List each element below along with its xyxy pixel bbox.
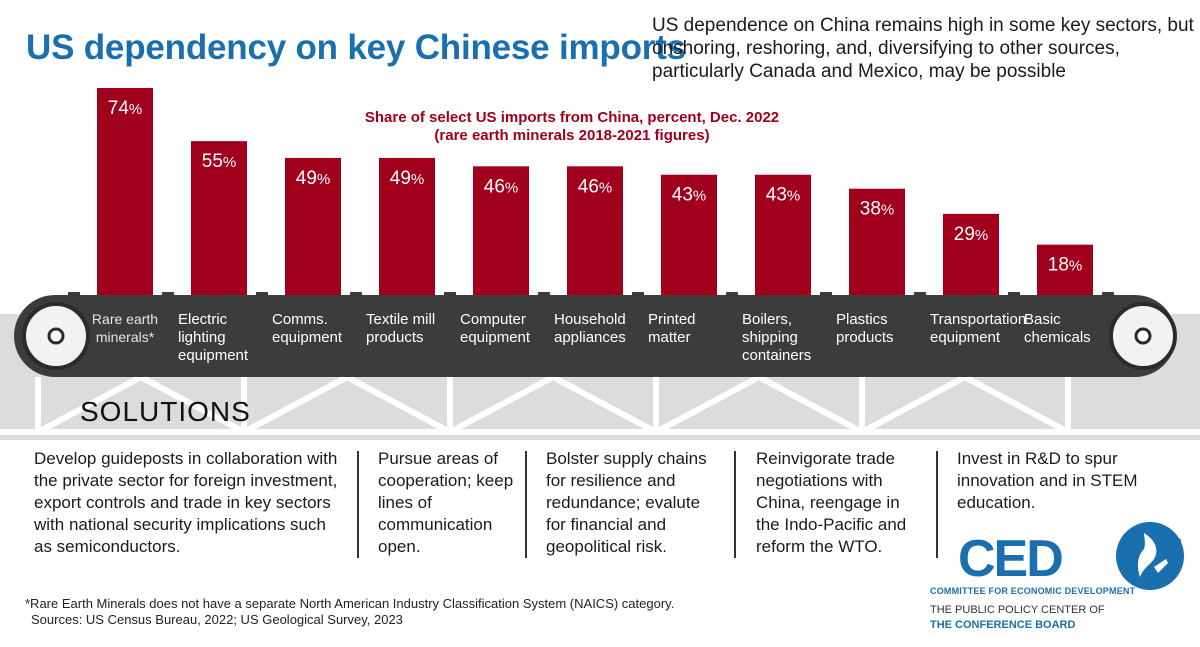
category-label: Rare earth minerals*: [92, 311, 158, 345]
footnote-line-2: Sources: US Census Bureau, 2022; US Geol…: [31, 612, 403, 627]
bar: [285, 157, 341, 295]
category-label: Comms. equipment: [272, 311, 343, 346]
category-labels: Rare earth minerals* Electric lighting equip…: [92, 311, 1091, 364]
truss-brace: [242, 374, 349, 435]
bar-value-label: 18%: [1048, 255, 1082, 276]
bar-value-label: 46%: [484, 176, 518, 197]
chart-subtitle: (rare earth minerals 2018-2021 figures): [434, 127, 709, 144]
bar-value-label: 46%: [578, 176, 612, 197]
solution-5: Invest in R&D to spur innovation and in …: [957, 449, 1138, 512]
category-label: Plastics products: [836, 311, 894, 346]
ced-logo-text: CED: [958, 530, 1064, 588]
bar: [191, 141, 247, 295]
bar-value-label: 49%: [390, 168, 424, 189]
truss-brace: [963, 374, 1070, 435]
torch-icon: [1116, 522, 1184, 590]
bar-value-label: 49%: [296, 168, 330, 189]
bar-value-label: 74%: [108, 98, 142, 119]
chart-title: Share of select US imports from China, p…: [365, 109, 779, 126]
category-label: Computer equipment: [460, 311, 531, 346]
category-label: Household appliances: [554, 311, 626, 346]
footnote-line-1: *Rare Earth Minerals does not have a sep…: [25, 596, 675, 611]
truss-brace: [36, 374, 143, 435]
truss-brace: [654, 374, 761, 435]
bar-chart: Share of select US imports from China, p…: [92, 88, 1093, 364]
left-wheel: [22, 302, 90, 370]
bar-value-label: 38%: [860, 199, 894, 220]
bar-value-label: 55%: [202, 151, 236, 172]
ced-subtitle: COMMITTEE FOR ECONOMIC DEVELOPMENT: [930, 586, 1136, 596]
right-wheel: [1109, 302, 1177, 370]
category-label: Textile mill products: [366, 311, 435, 346]
truss-brace: [448, 374, 555, 435]
bars: 74% 55% 49% 49% 46% 46% 43% 43% 38% 29% 18%: [97, 88, 1093, 295]
bar: [943, 213, 999, 295]
category-label: Transportation equipment: [930, 311, 1026, 346]
category-label: Electric lighting equipment: [178, 311, 249, 364]
page-subtitle: US dependence on China remains high in s…: [652, 15, 1194, 82]
solution-3: Bolster supply chains for resilience and…: [546, 449, 707, 556]
bar: [755, 174, 811, 295]
truss-brace: [860, 374, 967, 435]
truss-brace: [139, 374, 246, 435]
bar: [567, 166, 623, 295]
category-label: Basic chemicals: [1024, 311, 1091, 346]
bar-value-label: 29%: [954, 224, 988, 245]
solution-4: Reinvigorate trade negotiations with Chi…: [756, 449, 907, 556]
bar: [1037, 244, 1093, 295]
truss-brace: [757, 374, 864, 435]
solution-2: Pursue areas of cooperation; keep lines …: [378, 449, 514, 556]
bar: [849, 188, 905, 295]
category-label: Printed matter: [648, 311, 696, 346]
solution-1: Develop guideposts in collaboration with…: [34, 449, 338, 556]
solutions-heading: SOLUTIONS: [80, 396, 251, 427]
bar: [379, 157, 435, 295]
category-label: Boilers, shipping containers: [742, 311, 811, 364]
bar: [473, 166, 529, 295]
bar: [661, 174, 717, 295]
bar-value-label: 43%: [766, 185, 800, 206]
truss-brace: [345, 374, 452, 435]
bar: [97, 88, 153, 295]
bar-value-label: 43%: [672, 185, 706, 206]
truss-brace: [551, 374, 658, 435]
truss-structure: [0, 374, 1200, 435]
ced-line-1: THE PUBLIC POLICY CENTER OF: [930, 604, 1105, 616]
conveyor-belt-inner: [60, 299, 1130, 373]
ced-line-2: THE CONFERENCE BOARD: [930, 619, 1076, 631]
footnote: *Rare Earth Minerals does not have a sep…: [25, 596, 674, 628]
page-title: US dependency on key Chinese imports: [26, 28, 686, 67]
